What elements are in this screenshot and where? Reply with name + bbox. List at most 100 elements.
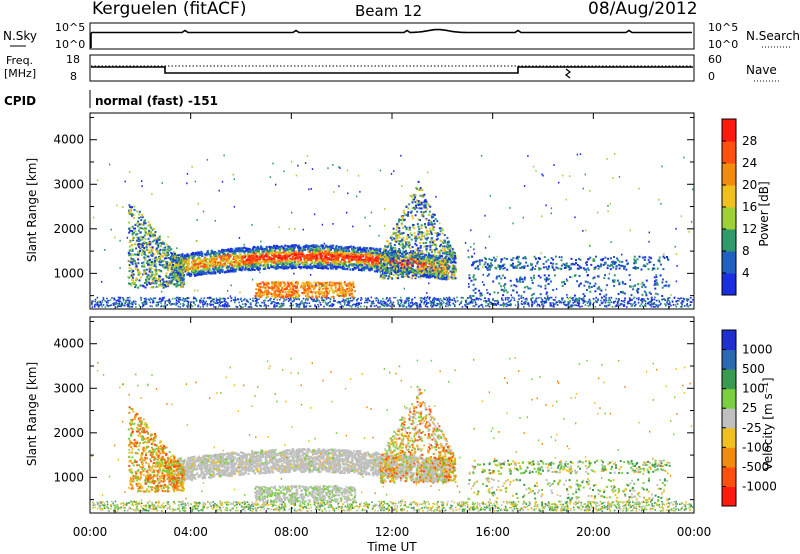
- range-gate-cell: [607, 299, 610, 301]
- range-gate-cell: [212, 304, 214, 306]
- range-gate-cell: [280, 294, 283, 297]
- range-gate-cell: [408, 270, 411, 273]
- range-gate-cell: [351, 295, 354, 298]
- range-gate-cell: [390, 252, 393, 255]
- range-gate-cell: [387, 304, 389, 306]
- range-gate-cell: [229, 248, 232, 251]
- range-gate-cell: [582, 298, 585, 301]
- range-gate-cell: [160, 279, 163, 281]
- range-gate-cell: [339, 266, 342, 269]
- range-gate-cell: [305, 294, 308, 297]
- range-gate-cell: [198, 251, 201, 254]
- range-gate-cell: [130, 208, 133, 211]
- range-gate-cell: [641, 300, 643, 302]
- range-gate-cell: [306, 262, 309, 265]
- range-gate-cell: [315, 247, 318, 250]
- range-gate-cell: [119, 297, 121, 300]
- range-gate-cell: [139, 231, 142, 234]
- range-gate-cell: [149, 246, 152, 249]
- range-gate-cell: [237, 250, 240, 253]
- range-gate-cell: [340, 245, 343, 248]
- range-gate-cell: [333, 248, 336, 251]
- range-gate-cell: [288, 285, 291, 288]
- range-gate-cell: [596, 301, 598, 303]
- range-gate-cell: [188, 267, 192, 270]
- range-gate-cell: [304, 292, 307, 294]
- range-gate-cell: [317, 281, 320, 284]
- range-gate-cell: [193, 256, 196, 259]
- range-gate-cell: [203, 268, 206, 271]
- range-gate-cell: [324, 250, 327, 253]
- range-gate-cell: [212, 260, 215, 263]
- range-gate-cell: [430, 302, 432, 304]
- range-gate-cell: [252, 254, 255, 257]
- range-gate-cell: [185, 266, 188, 269]
- range-gate-cell: [359, 247, 362, 250]
- range-gate-cell: [569, 301, 571, 303]
- range-gate-cell: [320, 292, 323, 294]
- range-gate-cell: [531, 301, 533, 304]
- range-gate-cell: [409, 302, 412, 304]
- range-gate-cell: [637, 299, 640, 301]
- range-gate-cell: [326, 281, 328, 284]
- range-gate-cell: [144, 302, 146, 304]
- range-gate-cell: [396, 255, 399, 258]
- range-gate-cell: [230, 264, 233, 267]
- range-gate-cell: [179, 257, 182, 260]
- range-gate-cell: [151, 299, 154, 301]
- range-gate-cell: [561, 297, 564, 300]
- range-gate-cell: [243, 262, 246, 265]
- range-gate-cell: [304, 259, 307, 262]
- range-gate-cell: [300, 285, 303, 288]
- range-gate-cell: [151, 278, 154, 281]
- range-gate-cell: [443, 302, 445, 304]
- range-gate-cell: [329, 301, 331, 303]
- range-gate-cell: [321, 248, 324, 251]
- range-gate-cell: [374, 297, 377, 300]
- range-gate-cell: [240, 257, 243, 260]
- range-gate-cell: [150, 226, 153, 229]
- range-gate-cell: [333, 262, 336, 265]
- range-gate-cell: [443, 298, 445, 300]
- range-gate-cell: [329, 251, 332, 254]
- range-gate-cell: [348, 286, 351, 289]
- range-gate-cell: [355, 256, 358, 259]
- range-gate-cell: [304, 289, 307, 292]
- range-gate-cell: [371, 259, 374, 262]
- range-gate-cell: [506, 304, 509, 307]
- range-gate-cell: [632, 297, 635, 300]
- range-gate-cell: [259, 289, 262, 292]
- range-gate-cell: [355, 260, 359, 264]
- range-gate-cell: [256, 299, 258, 301]
- range-gate-cell: [131, 261, 134, 264]
- range-gate-cell: [371, 262, 374, 266]
- range-gate-cell: [244, 255, 247, 258]
- range-gate-cell: [186, 305, 188, 307]
- range-gate-cell: [205, 264, 208, 267]
- range-gate-cell: [317, 249, 320, 252]
- range-gate-cell: [218, 252, 221, 255]
- range-gate-cell: [307, 292, 310, 295]
- range-gate-cell: [642, 298, 644, 301]
- range-gate-cell: [196, 251, 199, 254]
- range-gate-cell: [287, 290, 290, 293]
- range-gate-cell: [229, 263, 232, 266]
- range-gate-cell: [223, 306, 226, 308]
- range-gate-cell: [255, 302, 257, 305]
- range-gate-cell: [182, 305, 184, 307]
- range-gate-cell: [524, 300, 526, 303]
- range-gate-cell: [362, 267, 365, 270]
- range-gate-cell: [449, 298, 452, 301]
- range-gate-cell: [141, 305, 144, 308]
- range-gate-cell: [181, 256, 185, 259]
- range-gate-cell: [470, 299, 473, 302]
- range-gate-cell: [445, 271, 448, 274]
- range-gate-cell: [293, 265, 296, 269]
- range-gate-cell: [368, 264, 371, 267]
- range-gate-cell: [267, 260, 270, 263]
- range-gate-cell: [448, 299, 451, 302]
- range-gate-cell: [356, 299, 358, 302]
- range-gate-cell: [561, 299, 563, 301]
- range-gate-cell: [454, 301, 457, 303]
- range-gate-cell: [294, 285, 297, 288]
